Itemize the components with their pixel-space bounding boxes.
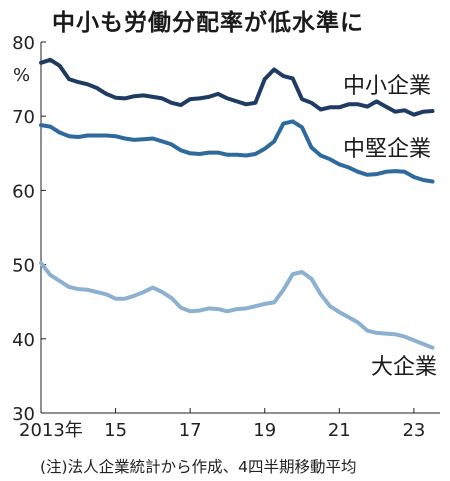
series-line	[39, 57, 435, 117]
y-tick-label: 40	[12, 330, 35, 351]
y-tick-label: 80	[12, 33, 35, 54]
x-tick-label: 21	[328, 420, 351, 441]
y-axis-ticks: 30 40 50 60 70 80	[12, 33, 46, 425]
y-tick-label: 30	[12, 404, 35, 425]
series-line	[39, 261, 435, 350]
chart-title: 中小も労働分配率が低水準に	[52, 10, 364, 36]
y-tick-label: 50	[12, 256, 35, 277]
x-tick-label: 23	[402, 420, 425, 441]
series-label: 中小企業	[343, 74, 431, 99]
y-tick-label: 70	[12, 107, 35, 128]
y-tick-label: 60	[12, 181, 35, 202]
x-axis-ticks: 2013年 15 17 19 21 23	[19, 408, 425, 441]
series-label: 中堅企業	[343, 137, 431, 162]
series-label: 大企業	[371, 355, 437, 380]
x-tick-label: 17	[179, 420, 202, 441]
x-tick-label: 19	[253, 420, 276, 441]
y-axis-unit: %	[13, 65, 30, 86]
chart-note: (注)法人企業統計から作成、4四半期移動平均	[40, 458, 356, 476]
x-tick-label: 2013年	[19, 420, 83, 441]
series-line	[39, 119, 435, 184]
x-tick-label: 15	[104, 420, 127, 441]
series-lines	[39, 57, 435, 350]
